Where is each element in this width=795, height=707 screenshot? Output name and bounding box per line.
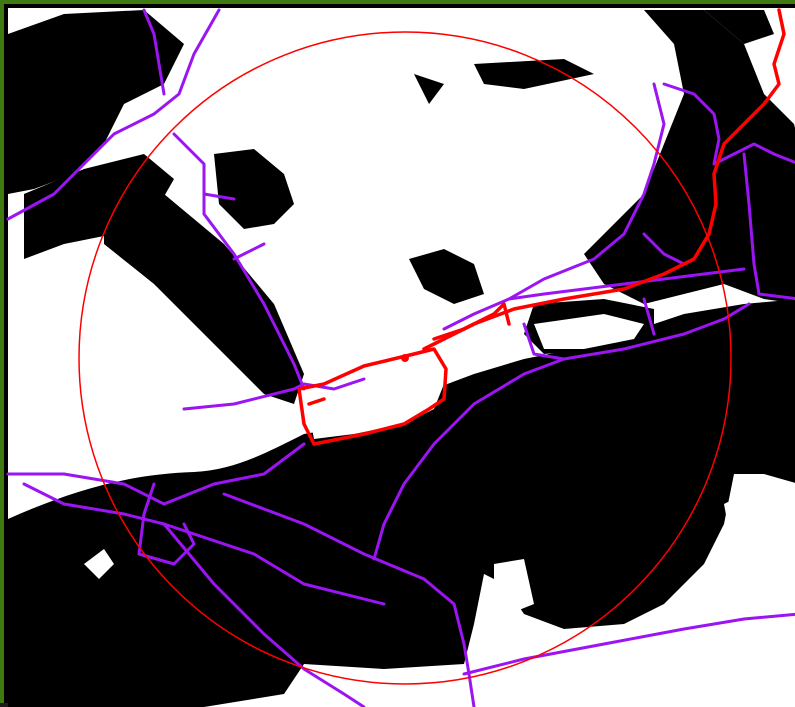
path-network	[6, 8, 795, 707]
route-waypoint-marker	[401, 354, 409, 362]
highlighted-route	[297, 8, 786, 446]
map-canvas[interactable]	[4, 4, 795, 707]
search-radius-circle	[78, 31, 732, 685]
water-mask	[8, 10, 795, 707]
